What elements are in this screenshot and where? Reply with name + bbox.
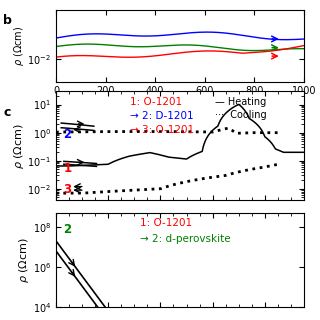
Text: 3: 3 — [63, 183, 72, 196]
Text: → 2: D-1201: → 2: D-1201 — [131, 111, 194, 121]
Text: 1: O-1201: 1: O-1201 — [131, 97, 182, 107]
X-axis label: $T$ (°C): $T$ (°C) — [163, 98, 197, 111]
Text: 1: 1 — [63, 162, 72, 175]
Y-axis label: $\rho$ (Ωcm): $\rho$ (Ωcm) — [12, 123, 26, 169]
Text: 2: 2 — [63, 128, 72, 141]
Y-axis label: $\rho$ (Ωcm): $\rho$ (Ωcm) — [17, 237, 31, 283]
Text: → 3: O-1201: → 3: O-1201 — [131, 125, 195, 135]
Text: — Heating: — Heating — [215, 97, 266, 107]
Y-axis label: $\rho$ (Ωcm): $\rho$ (Ωcm) — [12, 25, 26, 66]
Text: 2: 2 — [63, 223, 72, 236]
Text: 1: O-1201: 1: O-1201 — [140, 218, 192, 228]
Text: → 2: d-perovskite: → 2: d-perovskite — [140, 234, 231, 244]
Text: b: b — [3, 14, 12, 28]
Text: c: c — [3, 106, 11, 119]
Text: ···  Cooling: ··· Cooling — [215, 110, 266, 120]
